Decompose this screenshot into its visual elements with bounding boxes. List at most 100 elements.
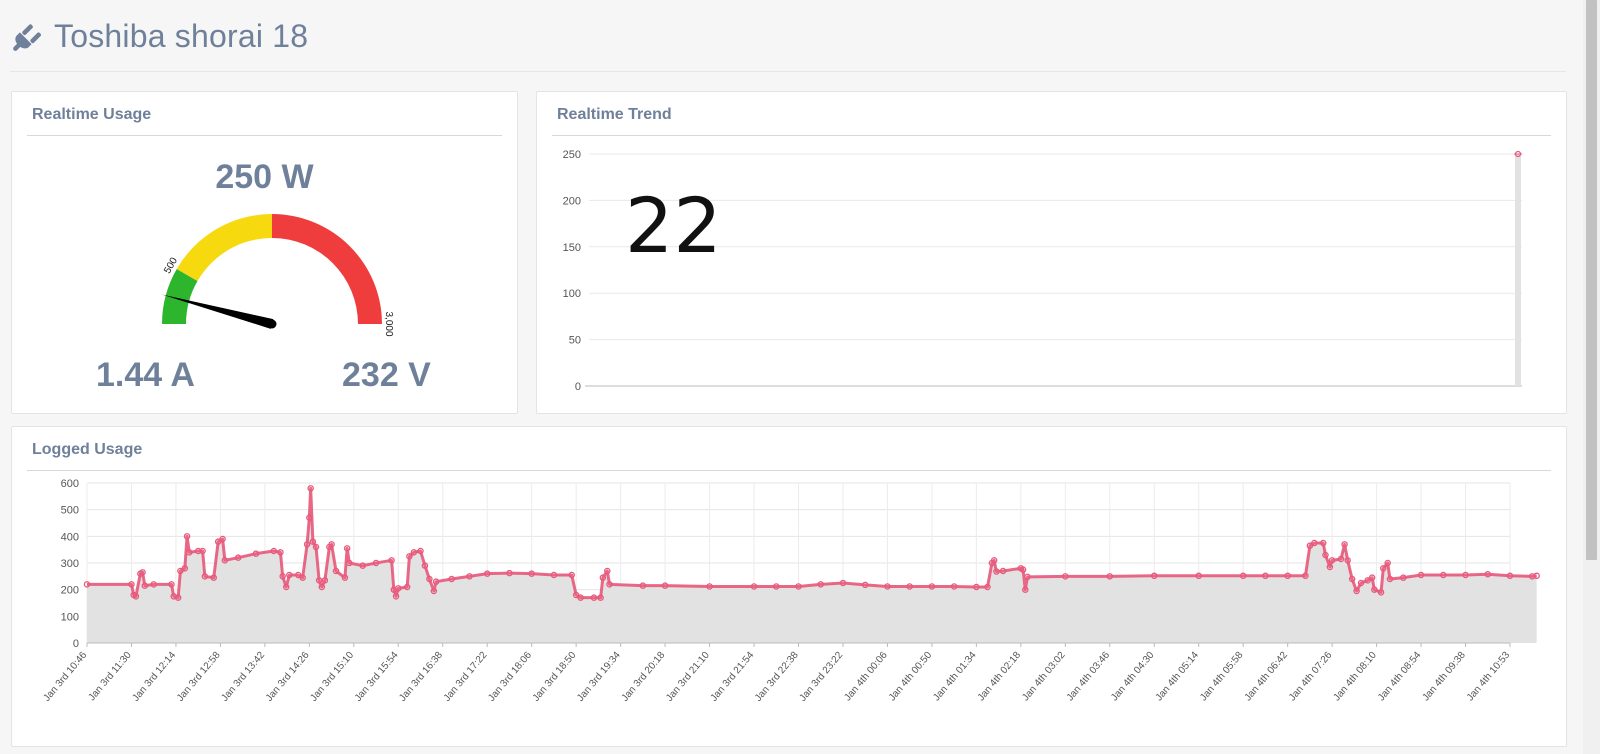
- logged-point: [993, 568, 1000, 575]
- logged-y-tick-label: 400: [61, 531, 79, 543]
- logged-point: [1484, 570, 1492, 578]
- plug-icon: [13, 24, 41, 51]
- logged-point: [1337, 555, 1345, 563]
- logged-point: [1311, 539, 1318, 547]
- logged-x-tick-label: Jan 4th 06:42: [1243, 650, 1291, 704]
- logged-point: [306, 514, 313, 521]
- logged-point: [221, 557, 229, 564]
- logged-point: [483, 570, 491, 577]
- logged-x-tick-label: Jan 3rd 16:38: [397, 650, 445, 704]
- logged-point: [1262, 572, 1269, 580]
- logged-y-tick-label: 100: [61, 611, 79, 623]
- gauge-tick-label: 1,500: [259, 212, 284, 213]
- logged-point: [1151, 572, 1158, 580]
- logged-point: [973, 583, 980, 591]
- logged-point: [1417, 571, 1425, 579]
- logged-point: [1302, 572, 1309, 580]
- logged-x-tick-label: Jan 4th 10:53: [1465, 650, 1513, 704]
- logged-point: [270, 547, 278, 555]
- logged-point: [528, 570, 535, 577]
- logged-point: [568, 571, 575, 579]
- logged-point: [234, 554, 242, 561]
- logged-x-tick-label: Jan 4th 07:26: [1287, 650, 1335, 704]
- logged-point: [346, 559, 353, 567]
- logged-point: [1440, 571, 1447, 579]
- logged-point: [1341, 541, 1348, 548]
- logged-x-tick-label: Jan 3rd 21:10: [664, 650, 712, 704]
- logged-point: [417, 547, 424, 555]
- logged-point: [343, 545, 351, 552]
- logged-point: [506, 569, 513, 577]
- realtime-trend-title: Realtime Trend: [557, 106, 672, 123]
- logged-point: [150, 581, 157, 588]
- realtime-trend-chart: 0 50 100 150 200 250 22: [563, 149, 1522, 393]
- logged-point: [392, 593, 400, 600]
- logged-point: [550, 571, 558, 579]
- logged-point: [328, 541, 335, 548]
- logged-y-tick-label: 300: [61, 558, 79, 570]
- trend-y-tick-label: 150: [563, 242, 581, 254]
- logged-point: [1022, 586, 1029, 593]
- logged-x-tick-label: Jan 3rd 19:34: [575, 650, 623, 704]
- logged-point: [448, 575, 455, 583]
- panel-divider: [27, 135, 502, 136]
- logged-point: [1348, 575, 1356, 583]
- logged-x-tick-label: Jan 3rd 11:30: [87, 650, 135, 704]
- logged-point: [1400, 574, 1407, 581]
- logged-point: [141, 582, 149, 589]
- logged-x-tick-label: Jan 3rd 18:50: [531, 650, 579, 704]
- panel-divider: [27, 470, 1551, 471]
- logged-point: [990, 557, 998, 564]
- logged-point: [577, 594, 584, 601]
- logged-point: [321, 577, 329, 584]
- current-reading: 1.44 A: [96, 356, 195, 394]
- gauge-band: [162, 269, 198, 324]
- logged-point: [83, 581, 91, 588]
- logged-point: [279, 573, 286, 580]
- logged-point: [1371, 586, 1378, 593]
- logged-point: [817, 581, 824, 588]
- logged-x-tick-label: Jan 4th 08:10: [1332, 650, 1380, 704]
- logged-point: [599, 574, 607, 581]
- trend-y-tick-label: 250: [563, 149, 581, 161]
- logged-x-tick-label: Jan 4th 00:06: [842, 650, 890, 704]
- logged-point: [282, 583, 290, 591]
- logged-point: [186, 549, 193, 556]
- logged-point: [303, 541, 311, 548]
- gauge-needle: [161, 294, 274, 329]
- logged-x-tick-label: Jan 3rd 17:22: [442, 650, 490, 704]
- logged-point: [1533, 572, 1540, 580]
- logged-x-tick-label: Jan 3rd 18:06: [486, 650, 534, 704]
- logged-point: [403, 583, 411, 591]
- logged-point: [1380, 565, 1387, 572]
- logged-point: [1239, 572, 1247, 580]
- logged-point: [999, 567, 1007, 575]
- power-reading: 250 W: [215, 158, 314, 196]
- logged-point: [1328, 557, 1336, 564]
- logged-point: [884, 583, 891, 590]
- logged-point: [286, 571, 293, 579]
- logged-point: [1462, 571, 1469, 579]
- logged-point: [950, 583, 958, 590]
- scrollbar-thumb[interactable]: [1586, 0, 1597, 560]
- page-scrollbar[interactable]: [1583, 0, 1600, 754]
- logged-point: [201, 573, 209, 580]
- logged-point: [1062, 573, 1069, 580]
- logged-point: [1019, 566, 1027, 573]
- logged-point: [426, 575, 433, 583]
- logged-point: [1195, 572, 1202, 580]
- logged-point: [1528, 573, 1536, 580]
- logged-x-tick-label: Jan 3rd 13:42: [219, 650, 267, 704]
- logged-x-tick-label: Jan 4th 04:30: [1109, 650, 1157, 704]
- logged-point: [432, 578, 440, 585]
- logged-x-tick-label: Jan 3rd 15:10: [308, 650, 356, 704]
- trend-area: [1515, 154, 1521, 386]
- logged-x-tick-label: Jan 4th 00:50: [887, 650, 935, 704]
- logged-point: [174, 594, 182, 601]
- logged-x-tick-label: Jan 3rd 12:14: [130, 650, 178, 704]
- logged-point: [395, 585, 402, 592]
- logged-y-tick-label: 200: [61, 585, 79, 597]
- logged-point: [128, 581, 135, 588]
- logged-point: [1368, 574, 1376, 581]
- logged-point: [312, 543, 320, 551]
